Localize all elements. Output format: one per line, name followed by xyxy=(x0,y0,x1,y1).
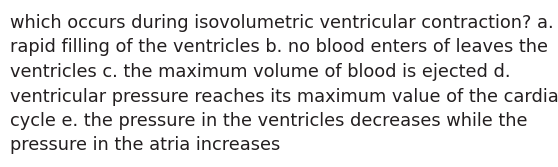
Text: rapid filling of the ventricles b. no blood enters of leaves the: rapid filling of the ventricles b. no bl… xyxy=(10,39,548,56)
Text: ventricular pressure reaches its maximum value of the cardiac: ventricular pressure reaches its maximum… xyxy=(10,88,558,106)
Text: cycle e. the pressure in the ventricles decreases while the: cycle e. the pressure in the ventricles … xyxy=(10,112,527,130)
Text: which occurs during isovolumetric ventricular contraction? a.: which occurs during isovolumetric ventri… xyxy=(10,14,554,32)
Text: pressure in the atria increases: pressure in the atria increases xyxy=(10,136,280,154)
Text: ventricles c. the maximum volume of blood is ejected d.: ventricles c. the maximum volume of bloo… xyxy=(10,63,511,81)
